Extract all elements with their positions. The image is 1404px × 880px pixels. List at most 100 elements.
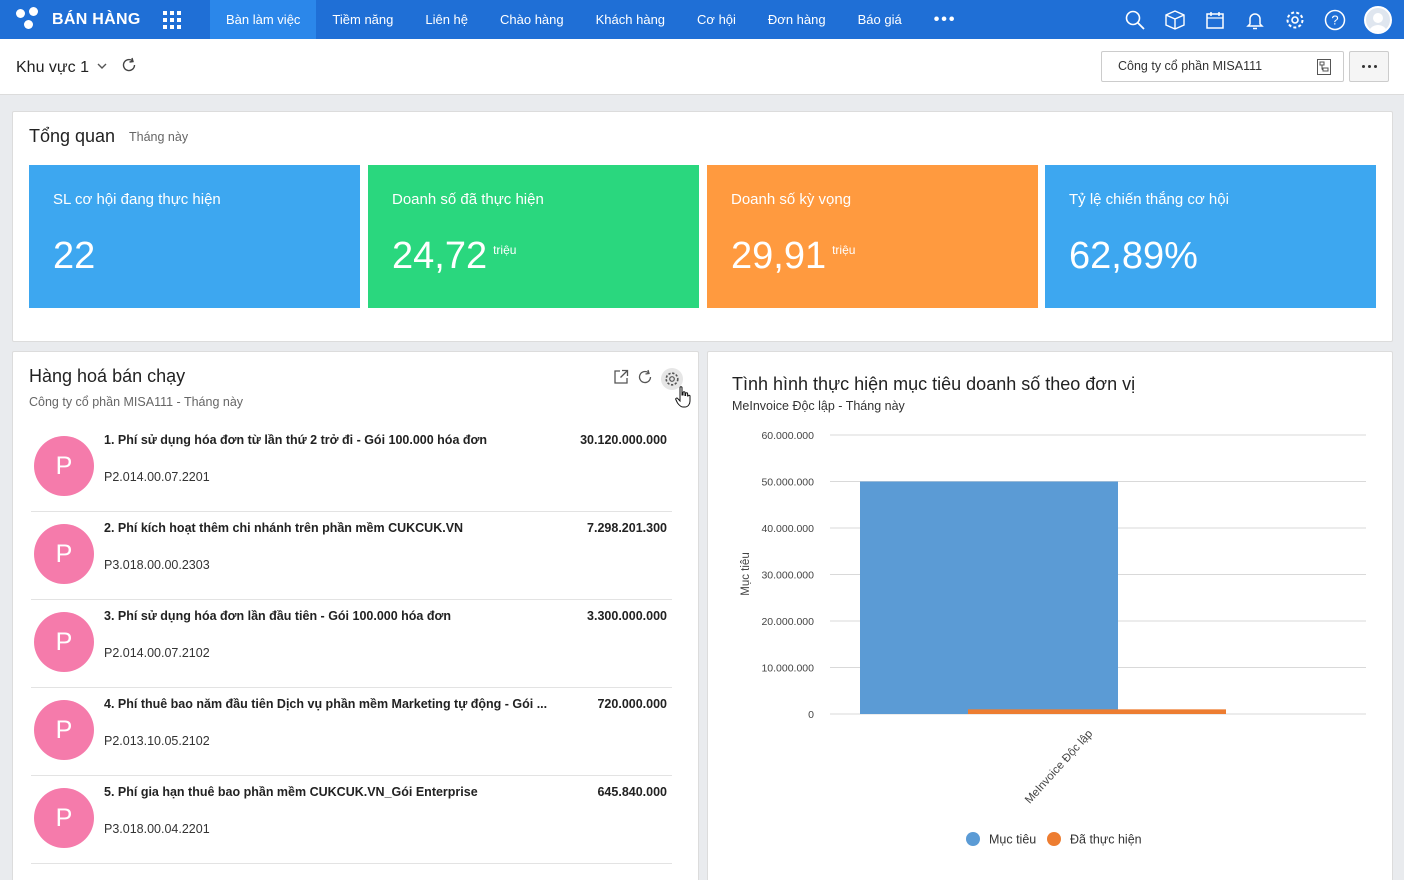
product-avatar: P bbox=[34, 700, 94, 760]
box-icon[interactable] bbox=[1164, 9, 1186, 31]
kpi-unit: triệu bbox=[832, 243, 856, 257]
product-amount: 720.000.000 bbox=[597, 697, 667, 711]
product-code: P3.018.00.00.2303 bbox=[104, 558, 210, 572]
kpi-label: Doanh số kỳ vọng bbox=[731, 191, 852, 208]
x-tick-label: MeInvoice Độc lập bbox=[1023, 728, 1095, 806]
legend-marker bbox=[1047, 832, 1061, 846]
y-tick-label: 20.000.000 bbox=[761, 616, 814, 628]
nav-item-opportunities[interactable]: Cơ hội bbox=[697, 12, 736, 27]
refresh-icon[interactable] bbox=[637, 369, 653, 390]
nav-item-contacts[interactable]: Liên hệ bbox=[425, 12, 469, 27]
kpi-value: 29,91 bbox=[731, 235, 827, 277]
product-name: 4. Phí thuê bao năm đầu tiên Dịch vụ phầ… bbox=[104, 697, 548, 711]
kpi-revenue-achieved[interactable]: Doanh số đã thực hiện 24,72 triệu bbox=[368, 165, 699, 308]
product-amount: 645.840.000 bbox=[597, 785, 667, 799]
top-icons: ? bbox=[1124, 0, 1392, 39]
region-label: Khu vực 1 bbox=[16, 58, 89, 76]
y-tick-label: 10.000.000 bbox=[761, 663, 814, 675]
overview-card: Tổng quan Tháng này SL cơ hội đang thực … bbox=[12, 111, 1393, 342]
help-icon[interactable]: ? bbox=[1324, 9, 1346, 31]
list-item[interactable]: P 3. Phí sử dụng hóa đơn lần đầu tiên - … bbox=[31, 600, 672, 688]
y-tick-label: 30.000.000 bbox=[761, 570, 814, 582]
nav-more-button[interactable]: ••• bbox=[933, 10, 957, 28]
y-axis-label: Mục tiêu bbox=[740, 552, 752, 595]
kpi-value-wrap: 62,89% bbox=[1069, 235, 1204, 278]
product-name: 5. Phí gia hạn thuê bao phần mềm CUKCUK.… bbox=[104, 785, 478, 799]
kpi-label: Tỷ lệ chiến thắng cơ hội bbox=[1069, 191, 1229, 208]
list-item[interactable]: P 1. Phí sử dụng hóa đơn từ lần thứ 2 tr… bbox=[31, 424, 672, 512]
gear-icon[interactable] bbox=[661, 368, 683, 390]
chevron-down-icon bbox=[97, 62, 107, 73]
legend-label: Đã thực hiện bbox=[1070, 833, 1142, 847]
overview-period: Tháng này bbox=[129, 130, 189, 144]
bell-icon[interactable] bbox=[1244, 9, 1266, 31]
product-avatar: P bbox=[34, 788, 94, 848]
product-amount: 3.300.000.000 bbox=[587, 609, 667, 623]
region-selector[interactable]: Khu vực 1 bbox=[16, 57, 137, 78]
kpi-value: 22 bbox=[53, 235, 96, 277]
kpi-unit: triệu bbox=[493, 243, 517, 257]
nav-item-offers[interactable]: Chào hàng bbox=[500, 12, 564, 27]
product-code: P3.018.00.04.2201 bbox=[104, 822, 210, 836]
kpi-value-wrap: 29,91 triệu bbox=[731, 235, 855, 278]
product-amount: 7.298.201.300 bbox=[587, 521, 667, 535]
chart-title: Tình hình thực hiện mục tiêu doanh số th… bbox=[732, 374, 1136, 394]
kpi-label: SL cơ hội đang thực hiện bbox=[53, 191, 221, 208]
revenue-target-chart: 0 10.000.000 20.000.000 30.000.000 40.000.00… bbox=[740, 430, 1366, 847]
nav-item-customers[interactable]: Khách hàng bbox=[595, 12, 666, 27]
y-tick-label: 0 bbox=[808, 709, 814, 721]
mouse-pointer-icon bbox=[675, 386, 691, 413]
product-code: P2.014.00.07.2201 bbox=[104, 470, 210, 484]
products-subtitle: Công ty cổ phần MISA111 - Tháng này bbox=[29, 395, 244, 409]
bar-0 bbox=[860, 481, 1118, 714]
org-tree-icon bbox=[1317, 59, 1331, 78]
company-select-value: Công ty cổ phần MISA111 bbox=[1118, 59, 1263, 73]
top-nav-bar: BÁN HÀNG Bàn làm việc Tiềm năng Liên hệ … bbox=[0, 0, 1404, 39]
company-select[interactable]: Công ty cổ phần MISA111 bbox=[1101, 51, 1344, 82]
kpi-label: Doanh số đã thực hiện bbox=[392, 191, 544, 208]
kpi-revenue-expected[interactable]: Doanh số kỳ vọng 29,91 triệu bbox=[707, 165, 1038, 308]
kpi-value-wrap: 22 bbox=[53, 235, 101, 278]
legend-label: Mục tiêu bbox=[989, 833, 1036, 847]
product-avatar: P bbox=[34, 436, 94, 496]
calendar-icon[interactable] bbox=[1204, 9, 1226, 31]
app-logo-icon bbox=[16, 6, 42, 33]
brand: BÁN HÀNG bbox=[0, 0, 210, 39]
kpi-win-rate[interactable]: Tỷ lệ chiến thắng cơ hội 62,89% bbox=[1045, 165, 1376, 308]
more-options-button[interactable] bbox=[1349, 51, 1389, 82]
app-title: BÁN HÀNG bbox=[52, 10, 141, 28]
nav-item-leads[interactable]: Tiềm năng bbox=[332, 12, 394, 27]
nav-item-desk[interactable]: Bàn làm việc bbox=[210, 0, 317, 39]
list-item[interactable]: P 5. Phí gia hạn thuê bao phần mềm CUKCU… bbox=[31, 776, 672, 864]
product-name: 1. Phí sử dụng hóa đơn từ lần thứ 2 trở … bbox=[104, 433, 488, 447]
refresh-icon[interactable] bbox=[121, 57, 137, 78]
open-external-icon[interactable] bbox=[613, 369, 629, 390]
user-avatar[interactable] bbox=[1364, 5, 1392, 34]
kpi-value-wrap: 24,72 triệu bbox=[392, 235, 516, 278]
svg-text:?: ? bbox=[1331, 12, 1338, 27]
product-name: 3. Phí sử dụng hóa đơn lần đầu tiên - Gó… bbox=[104, 609, 452, 623]
y-tick-label: 50.000.000 bbox=[761, 477, 814, 489]
main-nav: Bàn làm việc Tiềm năng Liên hệ Chào hàng… bbox=[210, 0, 973, 39]
kpi-value: 24,72 bbox=[392, 235, 488, 277]
nav-item-quotes[interactable]: Báo giá bbox=[857, 12, 902, 27]
y-tick-label: 60.000.000 bbox=[761, 430, 814, 442]
list-item[interactable]: P 2. Phí kích hoạt thêm chi nhánh trên p… bbox=[31, 512, 672, 600]
chart-subtitle: MeInvoice Độc lập - Tháng này bbox=[732, 399, 905, 413]
nav-item-orders[interactable]: Đơn hàng bbox=[767, 12, 826, 27]
kpi-open-opportunities[interactable]: SL cơ hội đang thực hiện 22 bbox=[29, 165, 360, 308]
product-code: P2.013.10.05.2102 bbox=[104, 734, 210, 748]
top-products-card: Hàng hoá bán chạy Công ty cổ phần MISA11… bbox=[12, 351, 699, 880]
product-amount: 30.120.000.000 bbox=[580, 433, 667, 447]
legend-marker bbox=[966, 832, 980, 846]
product-code: P2.014.00.07.2102 bbox=[104, 646, 210, 660]
settings-icon[interactable] bbox=[1284, 9, 1306, 31]
search-icon[interactable] bbox=[1124, 9, 1146, 31]
products-title: Hàng hoá bán chạy bbox=[29, 366, 186, 386]
bar-1 bbox=[968, 709, 1226, 714]
revenue-target-card: Tình hình thực hiện mục tiêu doanh số th… bbox=[707, 351, 1393, 880]
list-item[interactable]: P 4. Phí thuê bao năm đầu tiên Dịch vụ p… bbox=[31, 688, 672, 776]
app-grid-icon[interactable] bbox=[162, 10, 181, 29]
y-tick-label: 40.000.000 bbox=[761, 523, 814, 535]
product-avatar: P bbox=[34, 524, 94, 584]
